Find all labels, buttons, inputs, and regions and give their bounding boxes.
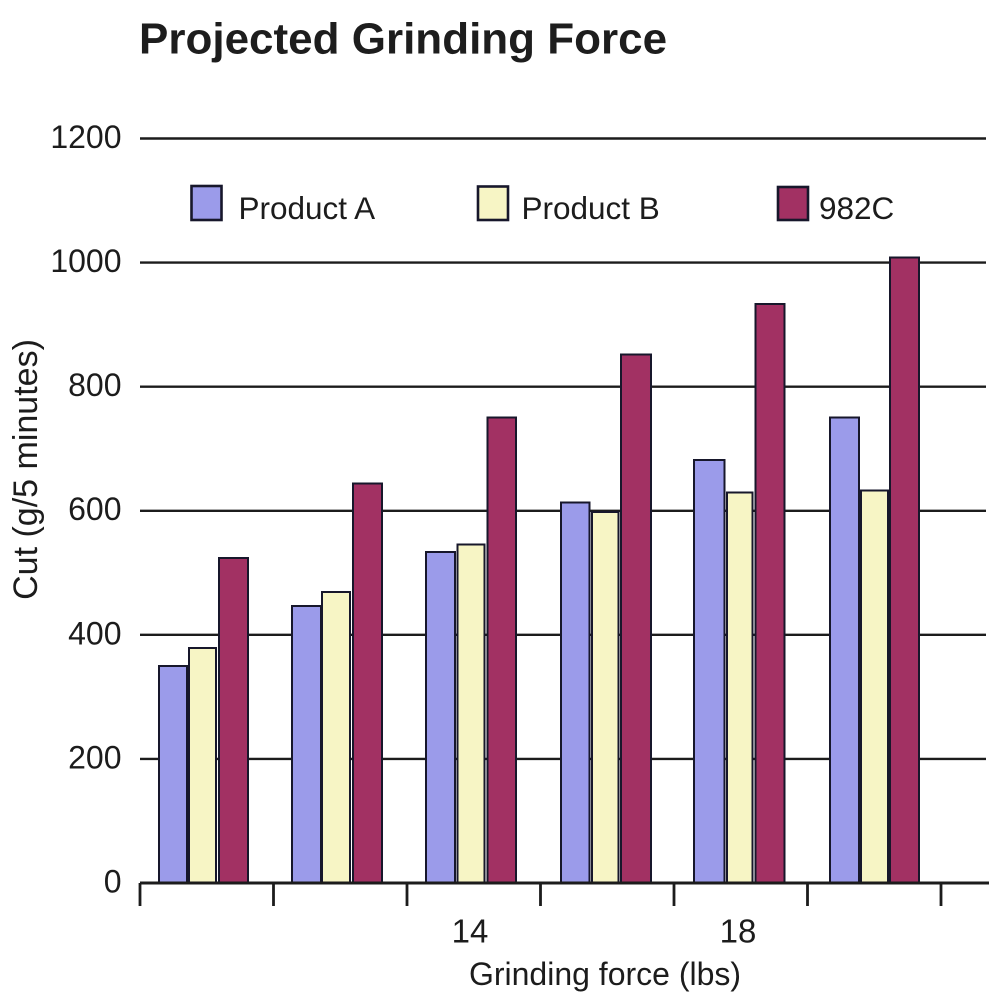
svg-text:800: 800: [68, 367, 121, 403]
svg-text:1000: 1000: [50, 243, 121, 279]
svg-text:14: 14: [452, 913, 489, 950]
svg-text:18: 18: [720, 913, 757, 950]
svg-text:Projected Grinding Force: Projected Grinding Force: [139, 15, 667, 64]
svg-text:982C: 982C: [819, 190, 894, 226]
svg-text:Grinding force (lbs): Grinding force (lbs): [469, 956, 741, 992]
svg-text:400: 400: [68, 615, 121, 651]
svg-text:Product A: Product A: [239, 190, 376, 226]
svg-text:600: 600: [68, 491, 121, 527]
svg-text:1200: 1200: [50, 119, 121, 155]
svg-text:0: 0: [104, 864, 122, 900]
svg-text:Cut (g/5 minutes): Cut (g/5 minutes): [7, 339, 45, 600]
svg-text:200: 200: [68, 739, 121, 775]
svg-text:Product B: Product B: [522, 190, 660, 226]
